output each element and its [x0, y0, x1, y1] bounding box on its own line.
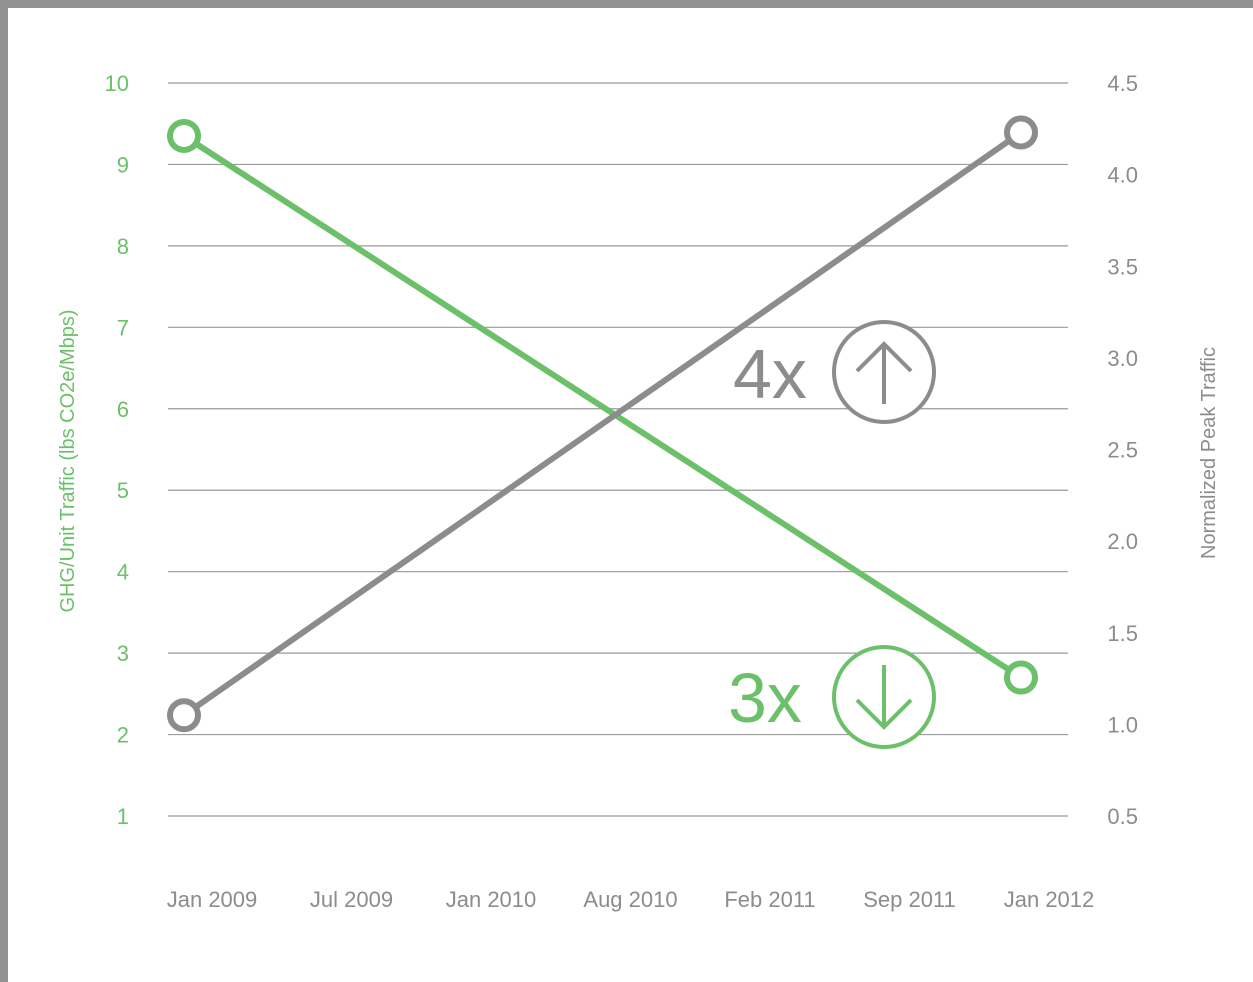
series-line [182, 130, 1023, 718]
left-tick-label: 6 [117, 397, 129, 422]
left-tick-label: 8 [117, 234, 129, 259]
left-tick-label: 5 [117, 478, 129, 503]
right-axis-ticks: 4.5 4.0 3.5 3.0 2.5 2.0 1.5 1.0 0.5 [1107, 71, 1138, 829]
gridlines [168, 82, 1068, 817]
right-tick-label: 0.5 [1107, 804, 1138, 829]
left-tick-label: 1 [117, 804, 129, 829]
data-point [167, 118, 201, 153]
right-tick-label: 4.0 [1107, 163, 1138, 188]
increase-factor-label: 4x [733, 335, 807, 413]
left-tick-label: 7 [117, 315, 129, 340]
x-axis-ticks: Jan 2009 Jul 2009 Jan 2010 Aug 2010 Feb 2011… [167, 887, 1095, 912]
right-tick-label: 1.5 [1107, 621, 1138, 646]
series-lines [167, 115, 1038, 733]
left-axis-title: GHG/Unit Traffic (lbs CO2e/Mbps) [57, 309, 79, 612]
x-tick-label: Feb 2011 [724, 887, 815, 912]
x-tick-label: Jan 2012 [1004, 887, 1095, 912]
x-tick-label: Jan 2009 [167, 887, 258, 912]
right-tick-label: 3.5 [1107, 254, 1138, 279]
left-axis-ticks: 10 9 8 7 6 5 4 3 2 1 [105, 71, 129, 829]
left-tick-label: 4 [117, 560, 129, 585]
right-tick-label: 3.0 [1107, 346, 1138, 371]
data-point [1004, 115, 1038, 150]
x-tick-label: Aug 2010 [583, 887, 677, 912]
arrow-up-circle-icon [832, 320, 936, 424]
decrease-factor-label: 3x [728, 659, 802, 737]
data-point [167, 698, 201, 733]
series-line [182, 133, 1023, 681]
chart-frame: 10 9 8 7 6 5 4 3 2 1 4.5 4.0 3.5 3.0 2.5 2.0 1.5 1.0 0.5 … [8, 8, 1253, 982]
x-tick-label: Sep 2011 [863, 887, 956, 912]
right-tick-label: 1.0 [1107, 712, 1138, 737]
right-axis-title: Normalized Peak Traffic [1198, 347, 1220, 559]
left-tick-label: 2 [117, 723, 129, 748]
data-point [1004, 660, 1038, 695]
right-tick-label: 4.5 [1107, 71, 1138, 96]
arrow-down-circle-icon [832, 645, 936, 749]
left-tick-label: 3 [117, 641, 129, 666]
x-tick-label: Jul 2009 [310, 887, 393, 912]
left-tick-label: 10 [105, 71, 129, 96]
left-tick-label: 9 [117, 152, 129, 177]
right-tick-label: 2.0 [1107, 529, 1138, 554]
right-tick-label: 2.5 [1107, 438, 1138, 463]
x-tick-label: Jan 2010 [446, 887, 537, 912]
